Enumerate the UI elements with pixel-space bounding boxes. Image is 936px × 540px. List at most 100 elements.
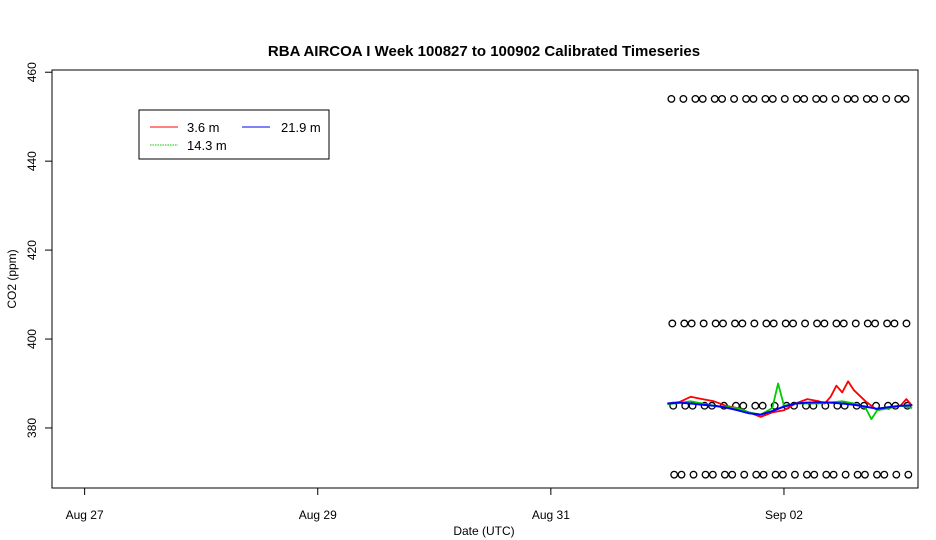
calibration-point-0-14 (812, 94, 821, 103)
series-lines (667, 380, 913, 421)
calibration-point-0-9 (761, 94, 770, 103)
calibration-point-3-22 (892, 470, 901, 479)
calibration-point-0-16 (831, 94, 840, 103)
calibration-point-1-10 (769, 319, 778, 328)
calibration-point-1-16 (832, 319, 841, 328)
calibration-point-0-0 (667, 94, 676, 103)
calibration-point-3-21 (880, 470, 889, 479)
calibration-point-2-10 (770, 401, 779, 410)
y-tick-label-4: 460 (25, 62, 39, 82)
calibration-markers (667, 94, 913, 479)
calibration-point-3-18 (853, 470, 862, 479)
calibration-point-3-15 (822, 470, 831, 479)
calibration-point-1-20 (871, 319, 880, 328)
plot-area (51, 69, 919, 489)
calibration-point-1-22 (890, 319, 899, 328)
calibration-point-1-2 (687, 319, 696, 328)
calibration-point-0-21 (882, 94, 891, 103)
calibration-point-0-23 (901, 94, 910, 103)
calibration-point-1-7 (738, 319, 747, 328)
calibration-point-0-11 (780, 94, 789, 103)
calibration-point-1-19 (863, 319, 872, 328)
calibration-point-3-4 (708, 470, 717, 479)
calibration-point-0-6 (730, 94, 739, 103)
calibration-point-0-8 (749, 94, 758, 103)
calibration-point-3-12 (790, 470, 799, 479)
calibration-point-1-3 (699, 319, 708, 328)
calibration-point-1-23 (902, 319, 911, 328)
calibration-point-0-4 (710, 94, 719, 103)
calibration-point-3-2 (689, 470, 698, 479)
calibration-point-1-18 (851, 319, 860, 328)
calibration-point-1-6 (731, 319, 739, 328)
calibration-point-0-2 (691, 94, 700, 103)
calibration-point-1-13 (801, 319, 810, 328)
calibration-point-0-3 (698, 94, 707, 103)
chart-title: RBA AIRCOA I Week 100827 to 100902 Calib… (268, 43, 700, 60)
calibration-point-0-12 (792, 94, 801, 103)
calibration-point-3-11 (778, 470, 787, 479)
calibration-point-1-12 (789, 319, 798, 328)
calibration-point-0-7 (742, 94, 751, 103)
calibration-point-0-10 (768, 94, 777, 103)
calibration-point-1-17 (839, 319, 848, 328)
calibration-point-3-3 (701, 470, 710, 479)
calibration-point-1-1 (680, 319, 689, 328)
y-axis-label: CO2 (ppm) (5, 249, 19, 308)
calibration-point-1-9 (762, 319, 771, 328)
calibration-point-1-4 (711, 319, 720, 328)
legend: 3.6 m 14.3 m 21.9 m (138, 109, 330, 160)
calibration-point-3-10 (771, 470, 780, 479)
x-tick-label-0: Aug 27 (66, 508, 104, 522)
y-tick-label-1: 400 (25, 329, 39, 349)
series-line-14.3m (667, 382, 913, 421)
calibration-point-3-8 (752, 470, 761, 479)
calibration-point-1-8 (750, 319, 759, 328)
y-axis: 380 400 420 440 460 (25, 62, 52, 438)
calibration-point-0-18 (850, 94, 859, 103)
calibration-point-3-5 (720, 470, 729, 479)
calibration-point-2-9 (758, 401, 767, 410)
calibration-point-1-14 (813, 319, 822, 328)
calibration-point-3-20 (873, 470, 881, 479)
calibration-point-1-11 (781, 319, 790, 328)
x-axis-label: Date (UTC) (453, 524, 514, 538)
calibration-point-3-17 (841, 470, 850, 479)
calibration-point-3-13 (802, 470, 811, 479)
calibration-point-0-20 (870, 94, 879, 103)
calibration-point-1-21 (883, 319, 892, 328)
calibration-point-3-0 (670, 470, 679, 479)
legend-box (138, 109, 330, 160)
y-tick-label-0: 380 (25, 418, 39, 438)
calibration-point-3-6 (728, 470, 737, 479)
x-tick-label-2: Aug 31 (532, 508, 570, 522)
calibration-point-3-23 (904, 470, 913, 479)
calibration-point-3-19 (861, 470, 869, 479)
x-tick-label-1: Aug 29 (299, 508, 337, 522)
y-tick-label-2: 420 (25, 240, 39, 260)
x-axis: Aug 27 Aug 29 Aug 31 Sep 02 (66, 488, 803, 522)
series-line-21.9m (667, 401, 913, 416)
x-tick-label-3: Sep 02 (765, 508, 803, 522)
legend-label-21.9m: 21.9 m (281, 120, 321, 135)
calibration-point-3-7 (740, 470, 749, 479)
calibration-point-1-0 (668, 319, 677, 328)
calibration-point-0-17 (843, 94, 852, 103)
calibration-point-0-19 (862, 94, 871, 103)
calibration-point-0-1 (679, 94, 688, 103)
calibration-point-2-7 (739, 401, 748, 410)
legend-label-14.3m: 14.3 m (187, 138, 227, 153)
calibration-point-3-14 (810, 470, 819, 479)
calibration-point-0-13 (800, 94, 809, 103)
calibration-point-2-8 (751, 401, 760, 410)
y-tick-label-3: 440 (25, 151, 39, 171)
calibration-point-3-9 (759, 470, 768, 479)
calibration-point-0-15 (819, 94, 828, 103)
calibration-point-3-16 (829, 470, 838, 479)
calibration-point-1-5 (719, 319, 727, 328)
calibration-point-3-1 (677, 470, 686, 479)
legend-label-3.6m: 3.6 m (187, 120, 220, 135)
calibration-point-0-22 (894, 94, 903, 103)
calibration-point-1-15 (820, 319, 829, 328)
